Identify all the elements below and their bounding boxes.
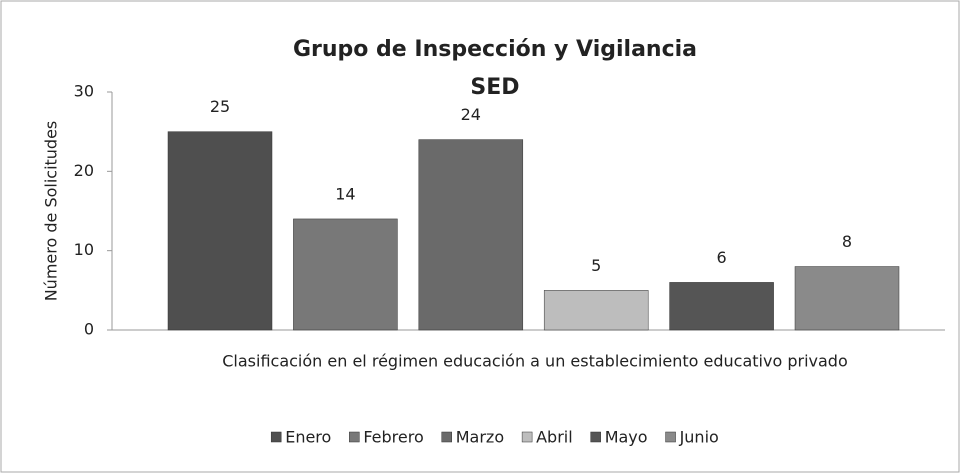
legend-label: Enero xyxy=(285,428,331,447)
y-tick-label: 20 xyxy=(74,161,94,180)
data-label: 5 xyxy=(591,256,601,275)
data-label: 6 xyxy=(717,248,727,267)
y-tick-label: 10 xyxy=(74,240,94,259)
bar xyxy=(293,218,398,331)
legend-swatch xyxy=(590,431,601,443)
legend-swatch xyxy=(441,431,452,443)
bar xyxy=(543,290,649,331)
legend-label: Febrero xyxy=(363,428,423,447)
chart-title: Grupo de Inspección y Vigilancia xyxy=(293,37,697,62)
bar xyxy=(167,131,273,331)
legend-label: Junio xyxy=(679,428,719,447)
bar xyxy=(669,282,774,331)
bar xyxy=(794,266,900,331)
y-tick-label: 30 xyxy=(74,82,94,101)
legend-swatch xyxy=(665,431,676,443)
legend: Enero Febrero Marzo Abril Mayo Junio xyxy=(270,428,719,447)
y-tick-label: 0 xyxy=(84,320,94,339)
legend-swatch xyxy=(349,431,360,443)
legend-swatch xyxy=(270,431,282,443)
legend-label: Abril xyxy=(536,428,573,447)
bar xyxy=(418,139,524,331)
legend-swatch xyxy=(521,431,533,443)
chart-subtitle: SED xyxy=(470,75,519,100)
data-label: 24 xyxy=(461,105,481,124)
data-label: 25 xyxy=(210,97,230,116)
data-label: 8 xyxy=(842,232,852,251)
y-axis-label: Número de Solicitudes xyxy=(42,121,61,302)
legend-label: Mayo xyxy=(605,428,648,447)
legend-label: Marzo xyxy=(456,428,504,447)
data-label: 14 xyxy=(335,184,355,203)
x-tick-label: Clasificación en el régimen educación a … xyxy=(222,352,847,371)
